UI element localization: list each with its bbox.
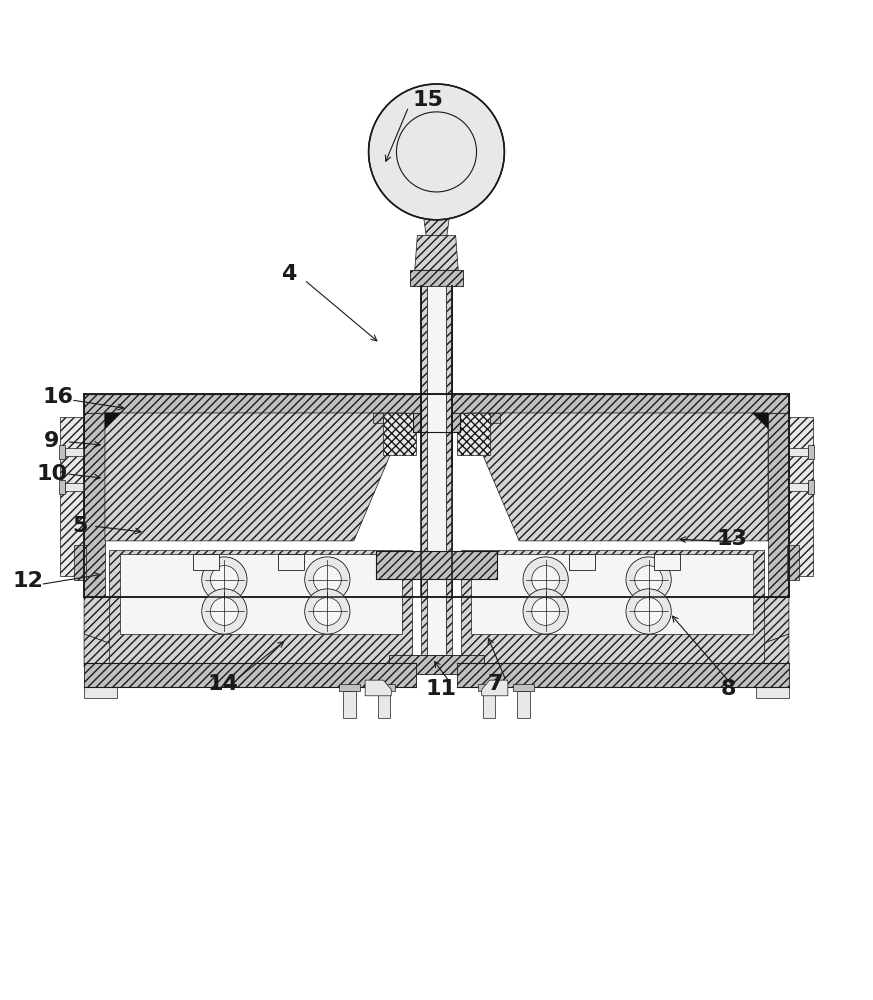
- Bar: [756, 687, 789, 698]
- Circle shape: [396, 112, 477, 192]
- Circle shape: [523, 589, 568, 634]
- Text: 11: 11: [425, 679, 457, 699]
- Bar: [461, 550, 764, 667]
- Bar: [457, 413, 490, 455]
- Text: 5: 5: [72, 516, 87, 536]
- Circle shape: [635, 566, 663, 593]
- Bar: [373, 413, 383, 423]
- Bar: [768, 413, 789, 597]
- Bar: [654, 554, 680, 570]
- Bar: [58, 445, 65, 459]
- Polygon shape: [105, 413, 120, 429]
- Circle shape: [210, 598, 238, 625]
- Polygon shape: [423, 215, 450, 235]
- Bar: [427, 286, 446, 467]
- Bar: [789, 417, 814, 576]
- Text: 14: 14: [208, 674, 238, 694]
- Bar: [512, 684, 534, 691]
- Bar: [478, 684, 499, 691]
- Polygon shape: [84, 634, 143, 667]
- Circle shape: [532, 598, 560, 625]
- Circle shape: [626, 589, 671, 634]
- Polygon shape: [365, 680, 391, 696]
- Bar: [73, 545, 86, 580]
- Polygon shape: [410, 270, 463, 286]
- Bar: [569, 554, 595, 570]
- Bar: [471, 554, 753, 634]
- Circle shape: [202, 557, 247, 602]
- Bar: [120, 554, 402, 634]
- Polygon shape: [84, 597, 226, 654]
- Polygon shape: [449, 87, 505, 216]
- Bar: [427, 394, 446, 597]
- Bar: [84, 663, 416, 687]
- Circle shape: [368, 84, 505, 220]
- Bar: [483, 691, 495, 718]
- Bar: [446, 579, 452, 655]
- Bar: [421, 579, 427, 655]
- Text: 4: 4: [281, 264, 296, 284]
- Bar: [388, 655, 485, 674]
- Bar: [789, 483, 808, 491]
- Bar: [84, 394, 789, 413]
- Text: 13: 13: [717, 529, 748, 549]
- Circle shape: [202, 589, 247, 634]
- Circle shape: [305, 589, 350, 634]
- Bar: [446, 286, 452, 467]
- Circle shape: [210, 566, 238, 593]
- Polygon shape: [482, 680, 508, 696]
- Bar: [59, 417, 84, 576]
- Polygon shape: [647, 597, 789, 654]
- Text: 16: 16: [43, 387, 73, 407]
- Bar: [421, 286, 427, 467]
- Bar: [446, 394, 452, 597]
- Bar: [374, 684, 395, 691]
- Bar: [490, 413, 500, 423]
- Bar: [58, 480, 65, 494]
- Bar: [413, 413, 460, 432]
- Text: 12: 12: [12, 571, 43, 591]
- Bar: [343, 691, 355, 718]
- Bar: [789, 448, 808, 456]
- Bar: [65, 448, 84, 456]
- Bar: [375, 551, 498, 579]
- Bar: [787, 545, 800, 580]
- Circle shape: [313, 598, 341, 625]
- Bar: [808, 445, 815, 459]
- Text: 7: 7: [488, 674, 504, 694]
- Polygon shape: [105, 413, 406, 541]
- Circle shape: [305, 557, 350, 602]
- Bar: [65, 483, 84, 491]
- Text: 10: 10: [37, 464, 67, 484]
- Polygon shape: [368, 87, 424, 216]
- Bar: [339, 684, 361, 691]
- Bar: [193, 554, 219, 570]
- Polygon shape: [753, 413, 768, 429]
- Circle shape: [523, 557, 568, 602]
- Circle shape: [532, 566, 560, 593]
- Bar: [457, 663, 789, 687]
- Bar: [518, 691, 530, 718]
- Bar: [421, 394, 427, 597]
- Text: 15: 15: [412, 90, 443, 110]
- Bar: [84, 687, 117, 698]
- Circle shape: [626, 557, 671, 602]
- Bar: [808, 480, 815, 494]
- Bar: [84, 413, 105, 597]
- Bar: [383, 413, 416, 455]
- Bar: [278, 554, 304, 570]
- Text: 9: 9: [45, 431, 59, 451]
- Circle shape: [635, 598, 663, 625]
- Text: 8: 8: [720, 679, 736, 699]
- Circle shape: [313, 566, 341, 593]
- Bar: [109, 550, 412, 667]
- Polygon shape: [467, 413, 768, 541]
- Polygon shape: [730, 634, 789, 667]
- Bar: [427, 579, 446, 655]
- Polygon shape: [415, 235, 458, 270]
- Bar: [378, 691, 390, 718]
